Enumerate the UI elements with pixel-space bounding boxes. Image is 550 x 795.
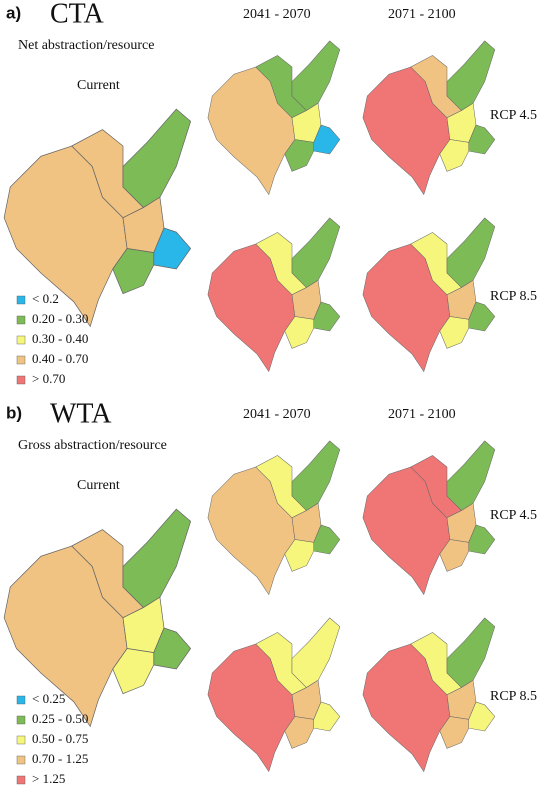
panel-label: b) bbox=[6, 403, 22, 422]
scenario-label: RCP 8.5 bbox=[490, 689, 537, 704]
panel-title: WTA bbox=[50, 398, 112, 429]
current-label: Current bbox=[77, 478, 120, 493]
basin-map bbox=[207, 40, 341, 196]
scenario-label: RCP 8.5 bbox=[490, 289, 537, 304]
basin-region bbox=[291, 617, 341, 688]
basin-region bbox=[284, 316, 315, 349]
legend-swatch bbox=[16, 295, 26, 305]
legend-swatch bbox=[16, 355, 26, 365]
panel-title: CTA bbox=[50, 0, 105, 29]
basin-region bbox=[439, 316, 470, 349]
basin-region bbox=[446, 440, 496, 511]
legend-label: > 0.70 bbox=[32, 371, 65, 386]
basin-region bbox=[446, 617, 496, 688]
period-label: 2041 - 2070 bbox=[243, 407, 311, 422]
basin-region bbox=[284, 539, 315, 572]
basin-map bbox=[207, 217, 341, 373]
period-label: 2071 - 2100 bbox=[388, 407, 456, 422]
panel-label: a) bbox=[6, 3, 21, 22]
basin-region bbox=[446, 40, 496, 111]
basin-map bbox=[362, 217, 496, 373]
basin-region bbox=[439, 539, 470, 572]
basin-region bbox=[112, 648, 155, 695]
basin-map bbox=[207, 440, 341, 596]
basin-region bbox=[284, 716, 315, 749]
legend-swatch bbox=[16, 755, 26, 765]
legend-swatch bbox=[16, 315, 26, 325]
legend-label: 0.70 - 1.25 bbox=[32, 751, 88, 766]
basin-map bbox=[3, 108, 192, 328]
panel-subtitle: Net abstraction/resource bbox=[18, 38, 154, 53]
basin-map bbox=[362, 617, 496, 773]
legend-swatch bbox=[16, 695, 26, 705]
legend-swatch bbox=[16, 775, 26, 785]
basin-region bbox=[291, 40, 341, 111]
basin-region bbox=[122, 508, 192, 608]
basin-map bbox=[362, 40, 496, 196]
current-label: Current bbox=[77, 78, 120, 93]
basin-region bbox=[291, 217, 341, 288]
period-label: 2071 - 2100 bbox=[388, 7, 456, 22]
basin-map bbox=[3, 508, 192, 728]
basin-region bbox=[446, 217, 496, 288]
period-label: 2041 - 2070 bbox=[243, 7, 311, 22]
legend-label: 0.40 - 0.70 bbox=[32, 351, 88, 366]
basin-region bbox=[439, 716, 470, 749]
legend-label: > 1.25 bbox=[32, 771, 65, 786]
legend-swatch bbox=[16, 735, 26, 745]
legend-swatch bbox=[16, 715, 26, 725]
scenario-label: RCP 4.5 bbox=[490, 508, 537, 523]
legend-label: < 0.2 bbox=[32, 291, 59, 306]
legend-swatch bbox=[16, 375, 26, 385]
legend-label: 0.50 - 0.75 bbox=[32, 731, 88, 746]
basin-region bbox=[291, 440, 341, 511]
basin-region bbox=[112, 248, 155, 295]
scenario-label: RCP 4.5 bbox=[490, 108, 537, 123]
legend-label: < 0.25 bbox=[32, 691, 65, 706]
legend-label: 0.25 - 0.50 bbox=[32, 711, 88, 726]
legend-label: 0.30 - 0.40 bbox=[32, 331, 88, 346]
legend-label: 0.20 - 0.30 bbox=[32, 311, 88, 326]
basin-region bbox=[122, 108, 192, 208]
panel-subtitle: Gross abstraction/resource bbox=[18, 438, 167, 453]
basin-region bbox=[439, 139, 470, 172]
basin-map bbox=[207, 617, 341, 773]
basin-region bbox=[284, 139, 315, 172]
basin-map bbox=[362, 440, 496, 596]
legend-swatch bbox=[16, 335, 26, 345]
